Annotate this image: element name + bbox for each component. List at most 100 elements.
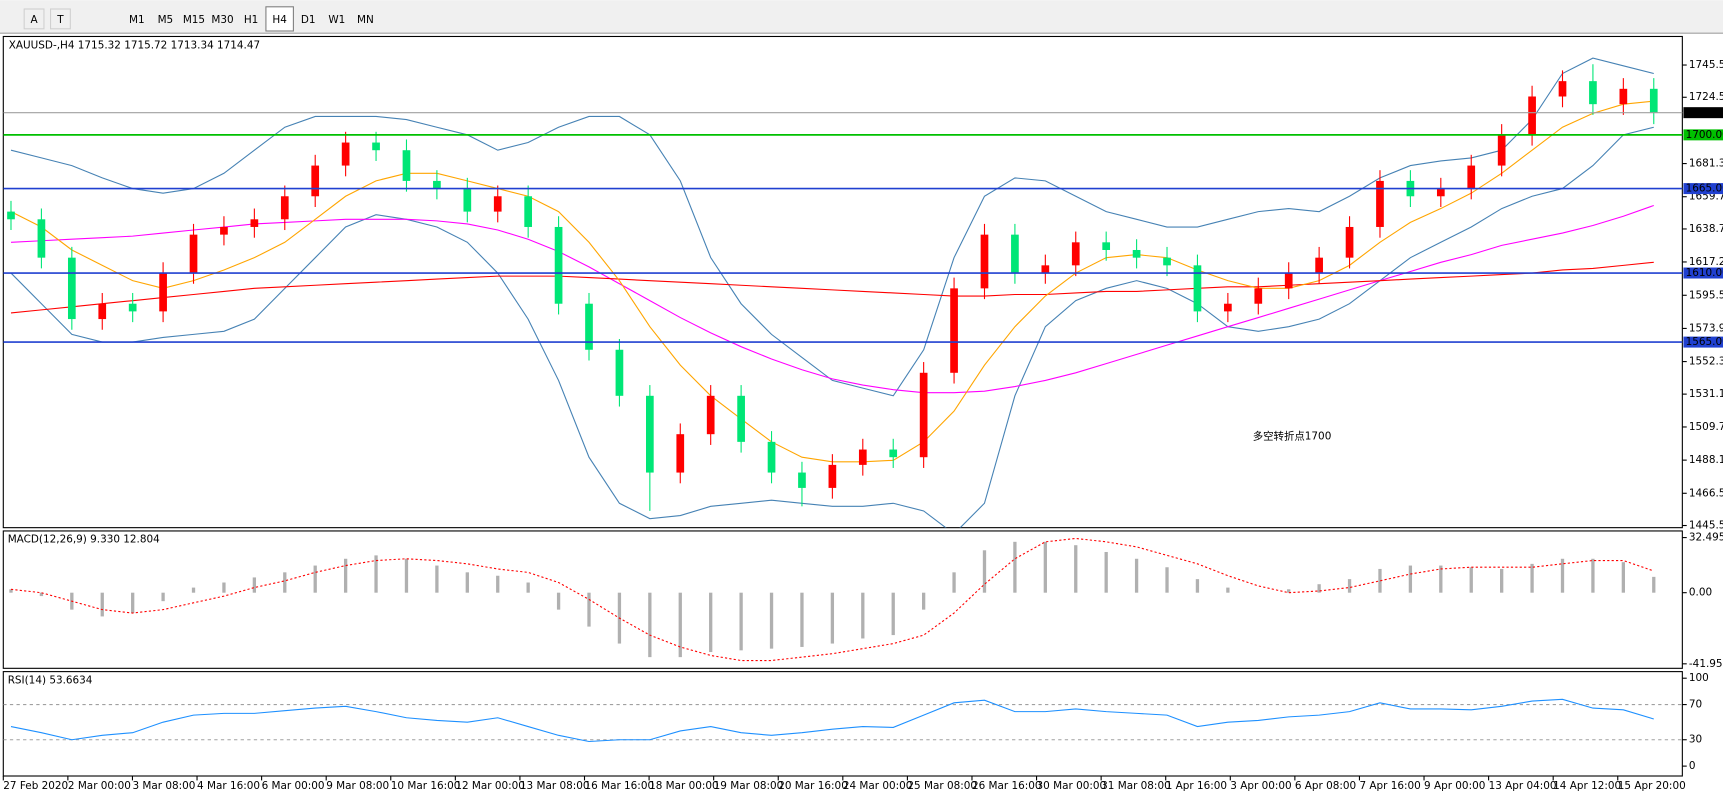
x-tick-label: 30 Mar 00:00 [1037, 780, 1107, 792]
macd-bar [9, 589, 13, 593]
tool-button[interactable] [49, 8, 71, 30]
indicator-line [10, 100, 1654, 463]
timeframe-button[interactable] [151, 6, 180, 31]
level-tag [1683, 129, 1723, 141]
macd-bar [1500, 568, 1504, 593]
timeframe-button[interactable] [208, 6, 237, 31]
macd-bar [374, 555, 378, 593]
macd-bar [191, 587, 196, 593]
timeframe-button[interactable] [123, 6, 151, 31]
candle-body [1011, 234, 1019, 274]
x-tick-label: 14 Apr 12:00 [1553, 780, 1621, 792]
candle-body [1497, 134, 1506, 166]
y-tick-label: 1595.50 [1689, 289, 1723, 301]
candle-body [463, 188, 472, 212]
candle-body [311, 165, 320, 197]
candle-body [1589, 81, 1597, 105]
level-tag-label: 1610.00 [1686, 267, 1723, 279]
timeframe-button[interactable] [237, 6, 265, 31]
timeframe-label: M15 [183, 14, 205, 26]
macd-bar [1408, 565, 1413, 593]
x-tick-label: 10 Mar 16:00 [391, 780, 461, 792]
x-tick-label: 18 Mar 00:00 [649, 780, 719, 792]
x-tick-label: 6 Apr 08:00 [1295, 780, 1356, 792]
macd-bar [1165, 567, 1169, 593]
candle-body [554, 226, 563, 304]
candle-body [798, 472, 806, 488]
candle-body [1041, 265, 1050, 274]
candle-body [1436, 188, 1445, 197]
y-tick-label: 100 [1689, 672, 1709, 684]
x-tick-label: 13 Apr 04:00 [1489, 780, 1557, 792]
macd-bar [343, 558, 348, 593]
x-tick-label: 16 Mar 16:00 [585, 780, 655, 792]
candle-body [980, 234, 989, 289]
current-price-tag [1683, 107, 1723, 119]
macd-bar [496, 575, 500, 593]
y-tick-label: 1724.50 [1689, 91, 1723, 103]
timeframe-button[interactable] [180, 6, 208, 31]
candle-body [1376, 180, 1384, 227]
y-tick-label: 30 [1689, 734, 1702, 746]
candle-body [280, 196, 289, 220]
y-tick-label: 32.495 [1689, 532, 1723, 544]
timeframe-button[interactable] [351, 6, 380, 31]
timeframe-button[interactable] [294, 6, 322, 31]
candle-body [493, 196, 502, 212]
y-tick-label: 1509.70 [1689, 421, 1723, 433]
candle-body [919, 372, 928, 458]
macd-bar [709, 592, 713, 653]
macd-bar [1378, 568, 1382, 593]
x-tick-label: 2 Mar 00:00 [68, 780, 131, 792]
rsi-label: RSI(14) 53.6634 [8, 674, 93, 686]
candle-body [1315, 257, 1323, 274]
main-panel [2, 35, 1683, 529]
macd-bar [1013, 541, 1017, 593]
y-tick-label: 1573.90 [1689, 322, 1723, 334]
y-tick-label: 0 [1689, 760, 1696, 772]
macd-bar [1347, 579, 1352, 593]
macd-bar [161, 592, 165, 602]
macd-bar [1469, 567, 1473, 593]
macd-bar [1226, 587, 1230, 593]
x-tick-label: 12 Mar 00:00 [455, 780, 525, 792]
timeframe-label: MN [357, 14, 374, 26]
y-tick-label: 1488.10 [1689, 454, 1723, 466]
timeframe-button[interactable] [323, 6, 351, 31]
tool-button[interactable] [23, 8, 45, 30]
candle-body [889, 449, 898, 458]
tool-button-label: T [56, 14, 64, 26]
candle-body [828, 464, 837, 488]
candle-body [341, 142, 350, 166]
macd-bar [1439, 565, 1443, 593]
candle-body [1619, 88, 1628, 105]
macd-bar [739, 592, 743, 651]
timeframe-button[interactable] [265, 6, 294, 32]
candle-body [372, 142, 380, 151]
timeframe-label: D1 [301, 14, 316, 26]
macd-bar [556, 592, 561, 610]
candle-body [67, 257, 76, 320]
x-tick-label: 3 Mar 08:00 [132, 780, 195, 792]
timeframe-label: H1 [244, 14, 258, 26]
rsi-panel [2, 671, 1683, 777]
candle-body [1224, 303, 1232, 312]
candle-body [858, 449, 867, 465]
candle-body [1558, 81, 1567, 97]
candle-body [1193, 265, 1202, 312]
tool-button-label: A [30, 14, 38, 26]
x-tick-label: 9 Mar 08:00 [326, 780, 389, 792]
y-tick-label: 1681.30 [1689, 158, 1723, 170]
macd-bar [1074, 545, 1078, 593]
x-tick-label: 1 Apr 16:00 [1166, 780, 1227, 792]
candle-body [1649, 88, 1658, 113]
macd-bar [861, 592, 865, 639]
macd-bar [1195, 579, 1200, 593]
macd-bar [952, 572, 956, 593]
candle-body [646, 395, 654, 473]
macd-bar [252, 577, 257, 593]
y-tick-label: 0.00 [1689, 587, 1712, 599]
candle-body [128, 303, 137, 312]
macd-bar [1591, 558, 1595, 593]
